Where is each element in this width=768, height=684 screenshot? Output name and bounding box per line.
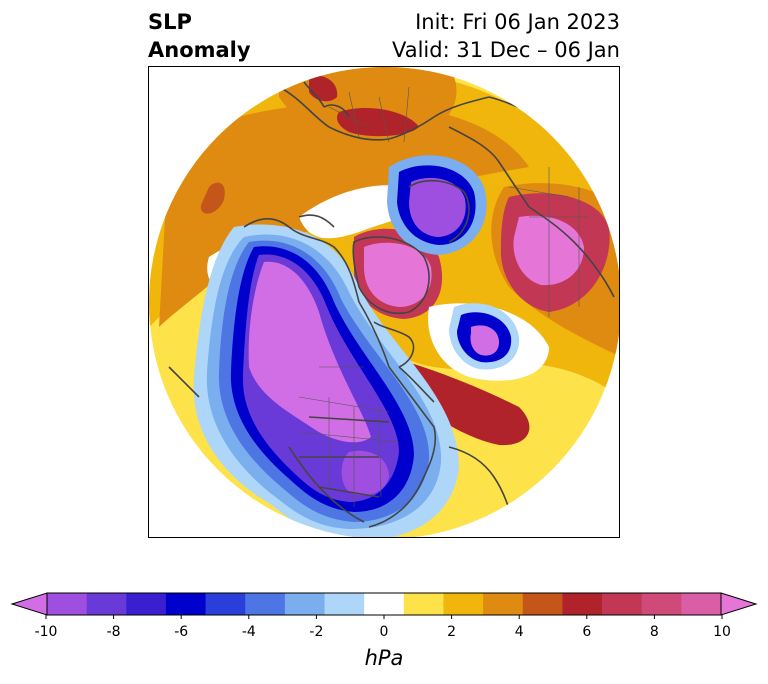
colorbar <box>10 592 758 619</box>
low-na-east-core <box>341 450 389 496</box>
map-panel <box>148 66 620 538</box>
colorbar-bin <box>126 593 167 615</box>
high-greenland-core <box>364 242 432 307</box>
colorbar-bin <box>165 593 207 615</box>
colorbar-bin <box>681 593 722 615</box>
colorbar-bin <box>443 593 484 615</box>
colorbar-tick-label: 0 <box>379 624 389 640</box>
colorbar-bin <box>483 593 524 615</box>
title-right: Init: Fri 06 Jan 2023 Valid: 31 Dec – 06… <box>392 8 620 64</box>
colorbar-tick-label: -8 <box>106 624 121 640</box>
colorbar-bin <box>324 593 365 615</box>
low-arctic-core <box>409 177 466 237</box>
colorbar-tick-label: -6 <box>174 624 189 640</box>
colorbar-bin <box>205 593 246 615</box>
title-variable: SLP <box>148 10 192 34</box>
colorbar-tick-label: -4 <box>241 624 256 640</box>
low-atlantic-core <box>470 325 499 356</box>
colorbar-bin <box>364 593 405 615</box>
colorbar-bin <box>641 593 682 615</box>
colorbar-tick-label: -10 <box>34 624 58 640</box>
low-na-core <box>248 261 371 443</box>
anomaly-map <box>149 67 619 537</box>
colorbar-bin <box>86 593 127 615</box>
colorbar-tick-label: 8 <box>649 624 659 640</box>
high-pacific-spot <box>200 182 225 214</box>
valid-range: Valid: 31 Dec – 06 Jan <box>391 38 620 62</box>
colorbar-bin <box>245 593 286 615</box>
title-left: SLP Anomaly <box>148 8 251 64</box>
colorbar-units: hPa <box>364 646 404 670</box>
colorbar-extend-max <box>720 592 758 616</box>
colorbar-bin <box>562 593 603 615</box>
colorbar-tick-label: 10 <box>713 624 731 640</box>
colorbar-tick-label: 6 <box>582 624 592 640</box>
colorbar-bin <box>602 593 643 615</box>
colorbar-extend-min <box>10 592 48 616</box>
colorbar-tick-label: 4 <box>514 624 524 640</box>
political-borders <box>298 86 589 507</box>
colorbar-bin <box>403 593 444 615</box>
colorbar-bin <box>47 593 88 615</box>
colorbar-tick-label: -2 <box>309 624 324 640</box>
init-time: Init: Fri 06 Jan 2023 <box>415 10 620 34</box>
colorbar-tick-label: 2 <box>447 624 457 640</box>
colorbar-bin <box>284 593 326 615</box>
colorbar-bin <box>522 593 563 615</box>
title-variable-sub: Anomaly <box>148 38 251 62</box>
